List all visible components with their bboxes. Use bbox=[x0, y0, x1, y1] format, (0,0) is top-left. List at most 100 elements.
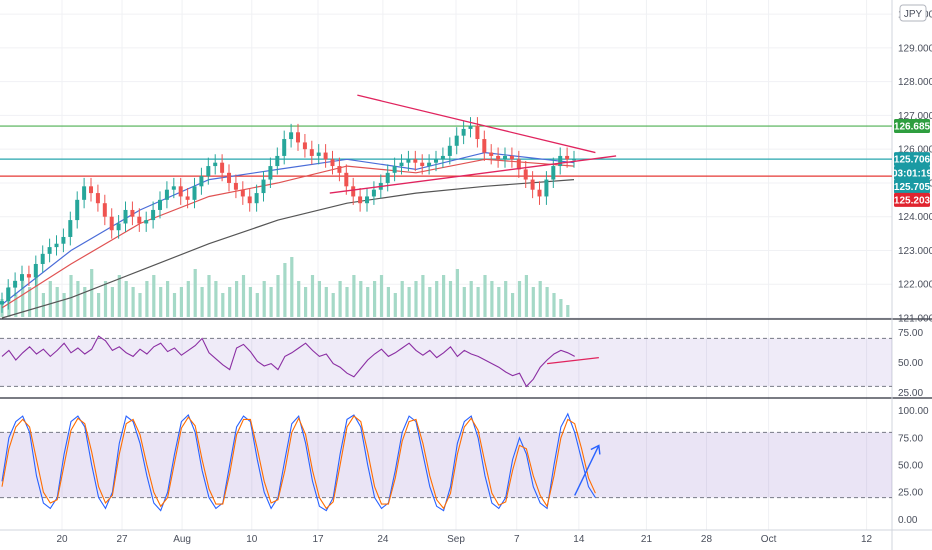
volume-bar bbox=[290, 257, 294, 317]
moving-average-line bbox=[1, 158, 575, 309]
candle-body bbox=[130, 209, 135, 217]
volume-bar bbox=[359, 281, 363, 317]
candle-body bbox=[268, 166, 273, 180]
candle-body bbox=[440, 155, 445, 160]
candle-body bbox=[33, 263, 38, 278]
volume-bar bbox=[117, 275, 121, 317]
candle-body bbox=[233, 182, 238, 190]
candle-body bbox=[47, 247, 52, 254]
candle-body bbox=[323, 152, 328, 160]
volume-bar bbox=[193, 269, 197, 317]
volume-bar bbox=[504, 281, 508, 317]
volume-bar bbox=[393, 293, 397, 317]
volume-bar bbox=[455, 269, 459, 317]
price-tag-label: 03:01:19 bbox=[892, 168, 932, 179]
volume-bar bbox=[400, 281, 404, 317]
candle-body bbox=[302, 142, 307, 150]
volume-bar bbox=[28, 287, 32, 317]
rsi-trendline[interactable] bbox=[547, 356, 599, 365]
candle-body bbox=[503, 155, 508, 160]
currency-badge-frame bbox=[899, 4, 927, 22]
trendline[interactable] bbox=[357, 94, 596, 154]
moving-average-line bbox=[1, 179, 575, 319]
price-tag bbox=[894, 152, 930, 167]
volume-bar bbox=[428, 287, 432, 317]
candle-body bbox=[254, 193, 259, 204]
volume-bar bbox=[186, 281, 190, 317]
candle-body bbox=[213, 162, 218, 167]
stoch-axis-label: 50.00 bbox=[898, 461, 923, 472]
volume-bar bbox=[538, 281, 542, 317]
candle-body bbox=[392, 166, 397, 173]
price-axis-label: 123.000 bbox=[898, 246, 932, 257]
volume-bar bbox=[517, 281, 522, 317]
volume-bar bbox=[21, 281, 25, 317]
price-tag bbox=[894, 179, 930, 194]
candle-body bbox=[420, 162, 425, 167]
candle-body bbox=[358, 196, 363, 204]
rsi-line bbox=[1, 335, 575, 388]
time-axis-label: 24 bbox=[377, 534, 389, 545]
price-tag bbox=[894, 192, 930, 207]
candle-body bbox=[516, 159, 521, 170]
price-axis-label: 124.000 bbox=[898, 212, 932, 223]
candle-body bbox=[530, 179, 535, 190]
trendline[interactable] bbox=[329, 155, 617, 194]
trendlines[interactable] bbox=[329, 94, 617, 194]
volume-bar bbox=[338, 281, 342, 317]
volume-bar bbox=[166, 281, 170, 317]
volume-bar bbox=[69, 275, 73, 317]
horizontal-levels[interactable] bbox=[0, 125, 892, 177]
volume-bar bbox=[324, 287, 328, 317]
volume-bar bbox=[14, 293, 18, 317]
candle-body bbox=[558, 155, 563, 167]
volume-bar bbox=[48, 281, 52, 317]
price-axis-label: 126.000 bbox=[898, 145, 932, 156]
candle-body bbox=[220, 162, 225, 173]
candle-body bbox=[509, 155, 514, 160]
price-tags: 126.685 125.706 03:01:19 125.705 125.203 bbox=[892, 119, 932, 207]
stoch-band bbox=[0, 432, 892, 498]
volume-bar bbox=[331, 293, 335, 317]
candle-body bbox=[54, 243, 59, 248]
candle-body bbox=[144, 220, 149, 224]
candle-body bbox=[406, 159, 411, 163]
volume-bar bbox=[214, 281, 218, 317]
arrow-shaft[interactable] bbox=[574, 445, 600, 496]
volume-bar bbox=[442, 275, 446, 317]
rsi-axis-label: 25.00 bbox=[898, 388, 923, 399]
candle-body bbox=[330, 159, 335, 167]
price-tag-label: 125.203 bbox=[894, 195, 931, 206]
candle-body bbox=[151, 209, 156, 221]
currency-badge[interactable]: JPY bbox=[899, 4, 927, 22]
candle-body bbox=[261, 179, 266, 194]
volume-bar bbox=[386, 287, 390, 317]
volume-bar bbox=[366, 287, 370, 317]
volume-bar bbox=[262, 281, 266, 317]
candle-body bbox=[192, 186, 197, 200]
candle-body bbox=[137, 216, 142, 224]
candle-body bbox=[68, 220, 73, 237]
candle-body bbox=[496, 155, 501, 160]
price-tag-label: 125.706 bbox=[894, 155, 931, 166]
candle-body bbox=[544, 179, 549, 197]
arrow-head bbox=[590, 444, 601, 455]
candle-body bbox=[240, 189, 245, 197]
volume-bar bbox=[435, 281, 439, 317]
volume-bar bbox=[97, 293, 101, 317]
volume-bar bbox=[103, 281, 108, 317]
volume-bar bbox=[172, 293, 177, 317]
volume-bar bbox=[207, 275, 211, 317]
moving-average-line bbox=[1, 151, 575, 305]
candle-body bbox=[282, 139, 287, 156]
time-axis-label: 7 bbox=[514, 534, 520, 545]
time-axis-label: Aug bbox=[173, 534, 191, 545]
volume-bar bbox=[310, 275, 315, 317]
volume-bar bbox=[559, 299, 563, 317]
volume-bar bbox=[152, 275, 156, 317]
axes: 130.000129.000128.000127.000126.000125.0… bbox=[56, 10, 932, 545]
volume-bar bbox=[145, 281, 149, 317]
volume-bar bbox=[524, 275, 528, 317]
